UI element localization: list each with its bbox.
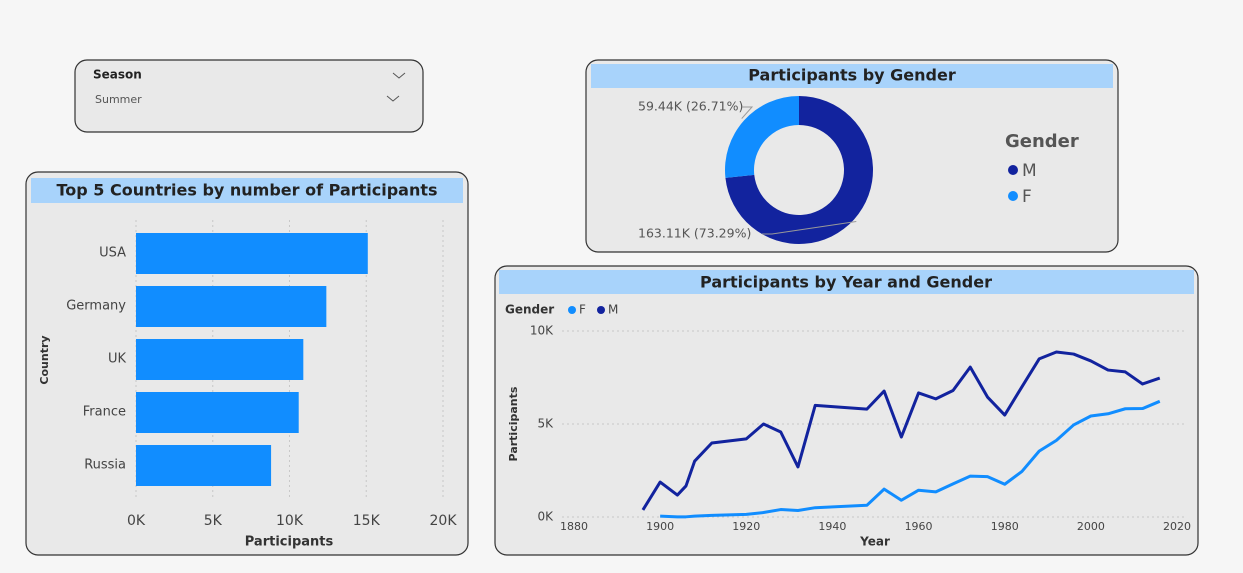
bar — [136, 286, 327, 327]
legend-marker — [597, 306, 605, 314]
title-band — [499, 270, 1194, 294]
legend-label: M — [608, 303, 618, 317]
y-axis-label: Country — [38, 335, 51, 384]
legend-label: F — [1022, 187, 1032, 207]
donut-slice — [725, 96, 799, 178]
legend-marker — [1008, 165, 1018, 175]
chart-title: Participants by Gender — [748, 66, 956, 85]
slicer-label: Season — [93, 68, 142, 82]
leader-line — [762, 220, 857, 235]
data-label: 59.44K (26.71%) — [638, 99, 743, 114]
y-tick-label: France — [83, 405, 126, 420]
legend-label: F — [579, 303, 586, 317]
leader-line — [741, 106, 754, 119]
x-tick-label: 0K — [127, 513, 146, 529]
slicer-value[interactable]: Summer — [95, 93, 142, 106]
y-tick-label: 10K — [530, 324, 554, 338]
x-tick-label: 1980 — [991, 520, 1019, 533]
legend-title: Gender — [1005, 131, 1079, 152]
x-tick-label: 1920 — [732, 520, 760, 533]
x-tick-label: 1900 — [646, 520, 674, 533]
y-tick-label: USA — [99, 246, 126, 261]
bar — [136, 233, 368, 274]
legend-label: M — [1022, 161, 1037, 181]
bar — [136, 392, 299, 433]
slicer[interactable] — [74, 59, 424, 133]
y-tick-label: Russia — [84, 458, 126, 473]
x-tick-label: 20K — [430, 513, 458, 529]
x-tick-label: 1940 — [818, 520, 846, 533]
x-tick-label: 2000 — [1077, 520, 1105, 533]
y-tick-label: Germany — [66, 299, 126, 314]
panel — [494, 265, 1199, 556]
x-tick-label: 5K — [204, 513, 223, 529]
legend-marker — [568, 306, 576, 314]
x-axis-label: Year — [859, 535, 890, 549]
y-tick-label: 0K — [537, 510, 554, 524]
legend-marker — [1008, 191, 1018, 201]
bar — [136, 339, 304, 380]
x-tick-label: 1960 — [905, 520, 933, 533]
title-band — [591, 64, 1113, 88]
x-tick-label: 10K — [276, 513, 304, 529]
chart-title: Participants by Year and Gender — [700, 273, 992, 292]
chevron[interactable] — [386, 72, 406, 102]
title-band — [31, 178, 463, 203]
bar — [136, 445, 272, 486]
line — [660, 399, 1161, 519]
x-tick-label: 1880 — [560, 520, 588, 533]
data-label: 163.11K (73.29%) — [638, 226, 751, 241]
legend-title: Gender — [505, 303, 554, 317]
y-tick-label: UK — [108, 352, 127, 367]
x-axis-label: Participants — [245, 535, 334, 550]
chart-title: Top 5 Countries by number of Participant… — [56, 181, 437, 200]
x-tick-label: 15K — [353, 513, 381, 529]
donut-slice — [725, 96, 874, 244]
y-tick-label: 5K — [537, 417, 554, 431]
y-axis-label: Participants — [507, 386, 520, 461]
line — [641, 350, 1161, 511]
x-tick-label: 2020 — [1163, 520, 1191, 533]
